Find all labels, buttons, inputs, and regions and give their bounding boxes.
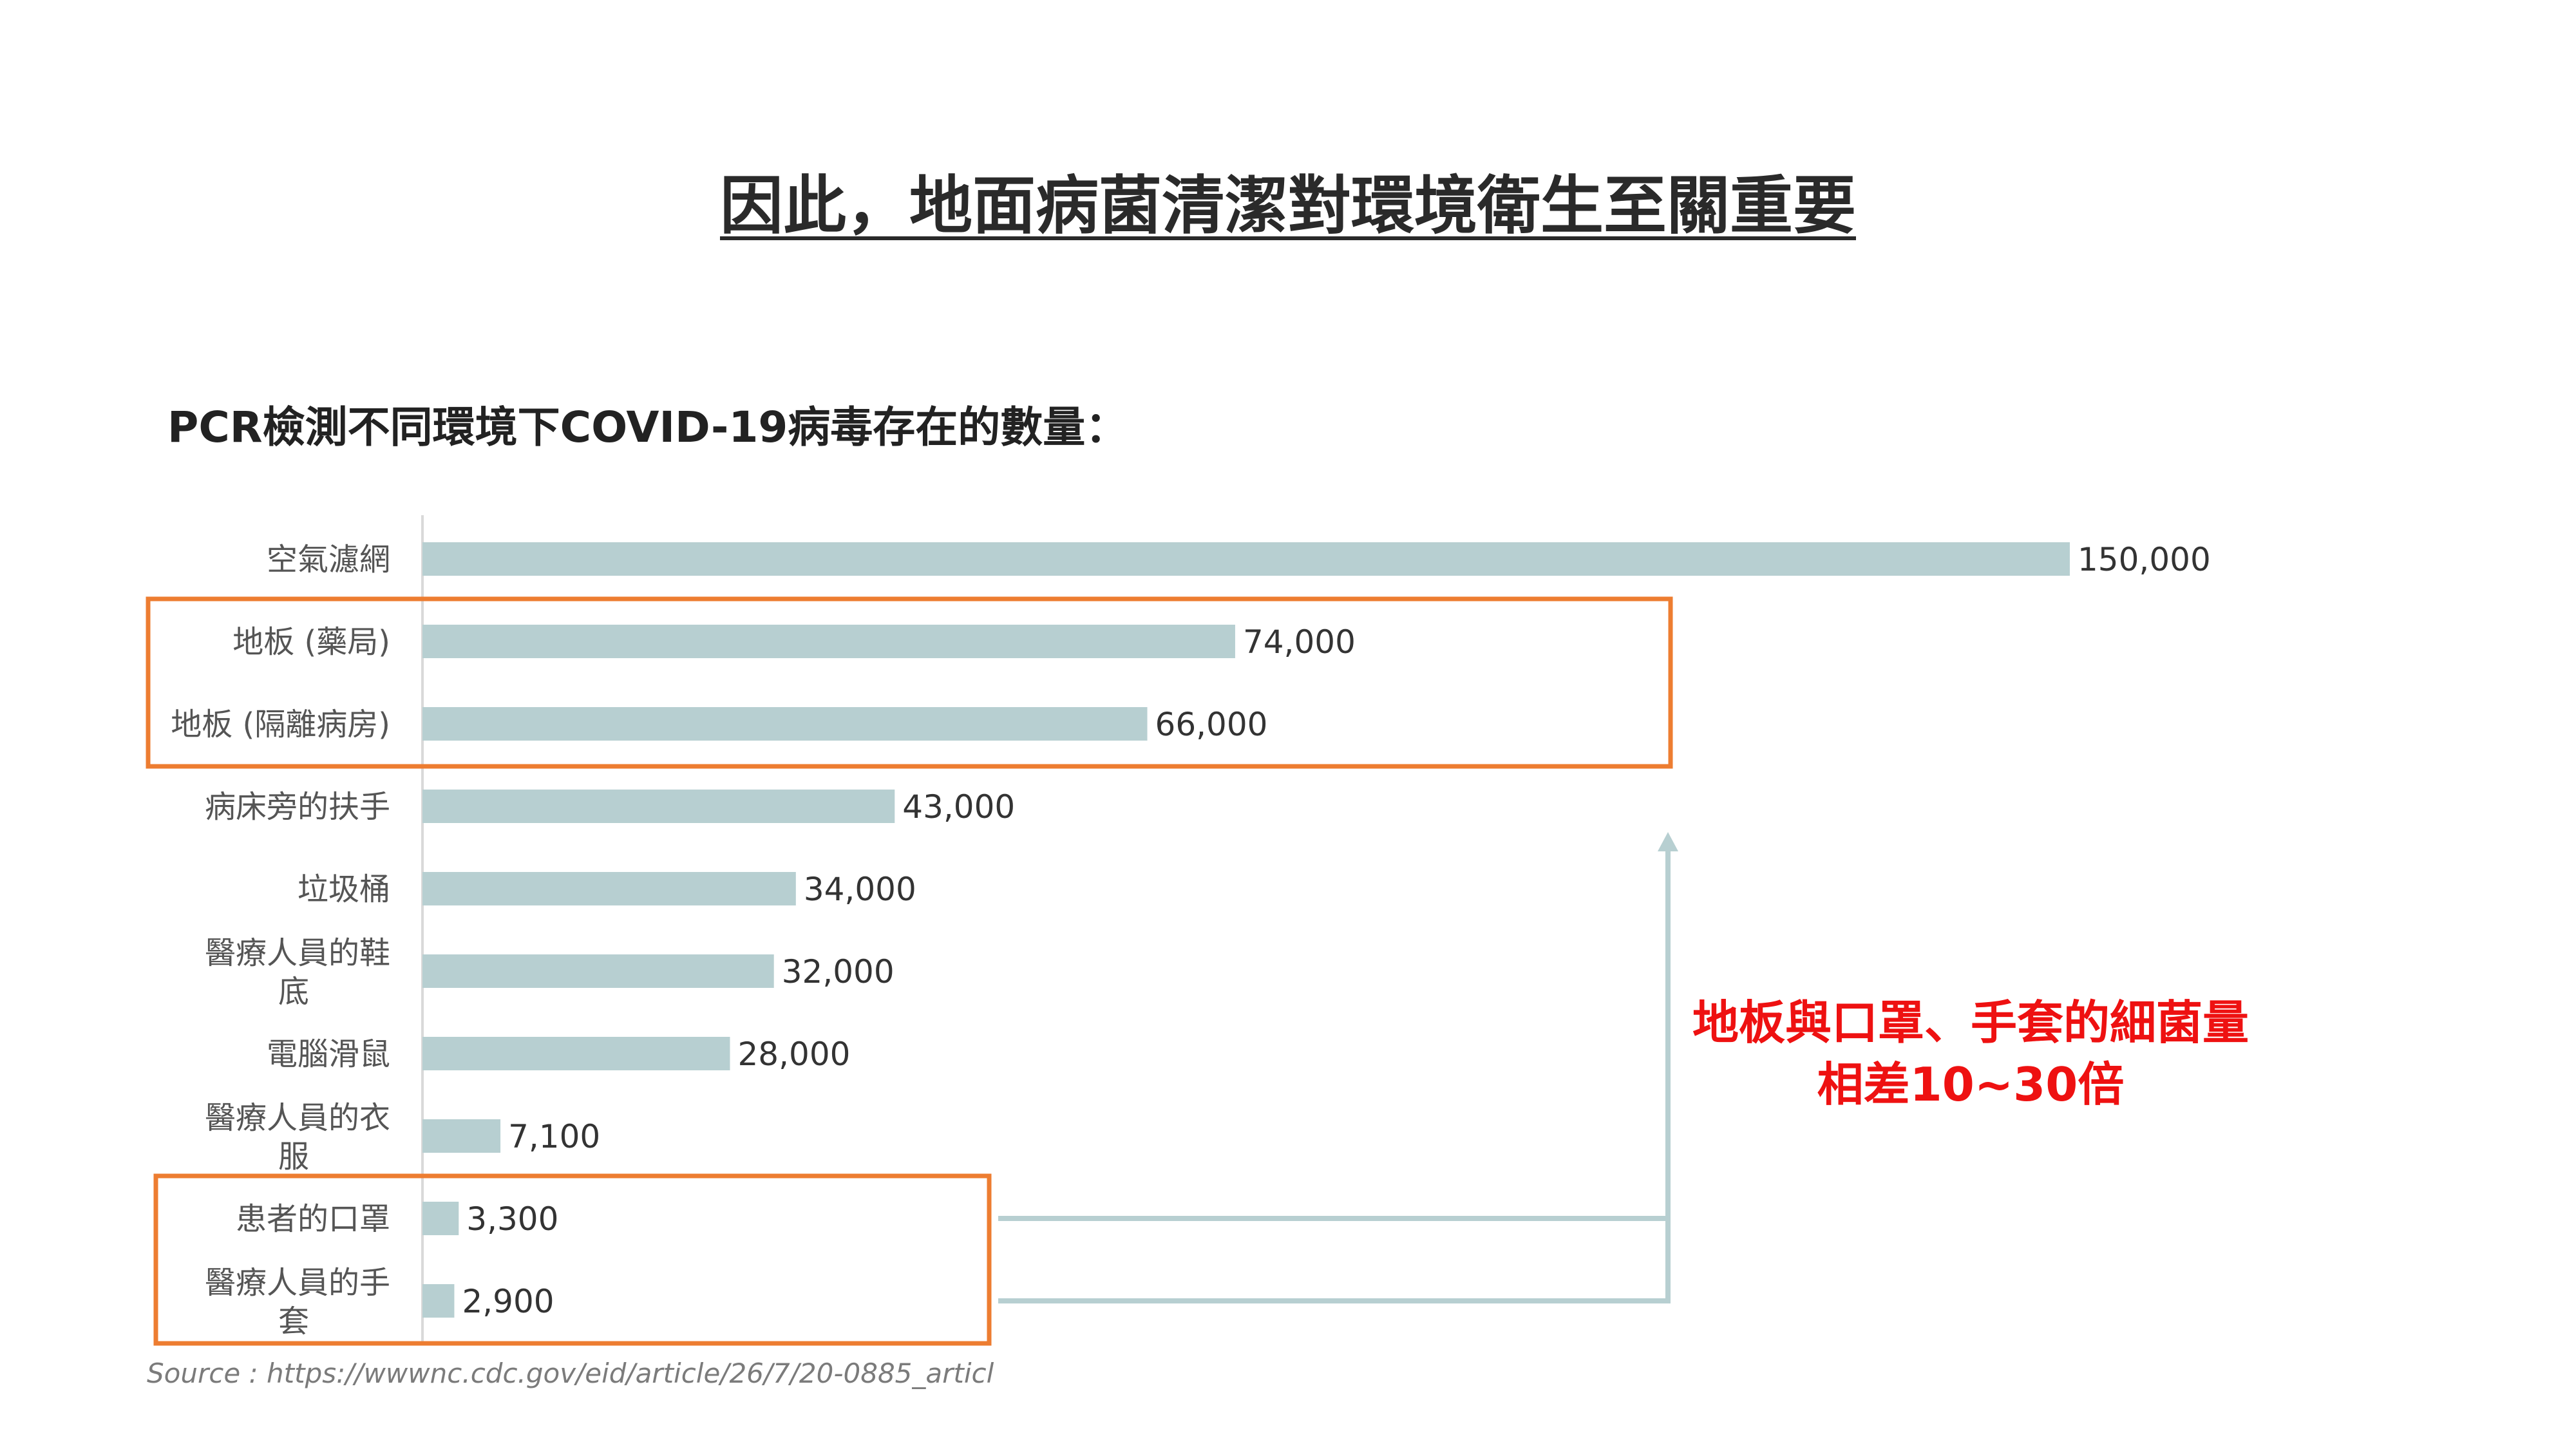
category-label: 空氣濾網	[267, 542, 390, 578]
category-label: 醫療人員的衣服	[205, 1100, 390, 1175]
category-label: 地板 (隔離病房)	[171, 706, 390, 743]
bar-value-label: 74,000	[1243, 623, 1356, 661]
category-label: 垃圾桶	[298, 871, 390, 907]
category-label: 病床旁的扶手	[205, 789, 390, 825]
bar-value-label: 32,000	[782, 953, 895, 990]
bar-value-label: 66,000	[1155, 706, 1268, 743]
source-citation: Source : https://wwwnc.cdc.gov/eid/artic…	[147, 1358, 994, 1389]
chart-heading: PCR檢測不同環境下COVID-19病毒存在的數量：	[167, 402, 1128, 452]
category-label: 電腦滑鼠	[267, 1036, 390, 1072]
category-label: 醫療人員的手套	[205, 1265, 390, 1340]
bar-value-label: 150,000	[2078, 541, 2211, 578]
bar	[422, 1119, 501, 1153]
bar-value-label: 2,900	[462, 1283, 554, 1320]
bar	[422, 1202, 459, 1235]
bar-value-label: 43,000	[902, 788, 1015, 826]
bar	[422, 1037, 730, 1070]
category-label: 醫療人員的鞋底	[205, 935, 390, 1010]
callout-text: 地板與口罩、手套的細菌量 相差10~30倍	[1649, 992, 2293, 1115]
bar	[422, 790, 895, 823]
slide-title: 因此，地面病菌清潔對環境衛生至關重要	[0, 155, 2576, 246]
highlight-box-floor	[146, 596, 1673, 769]
bar-value-label: 34,000	[804, 871, 916, 908]
callout-line-1: 地板與口罩、手套的細菌量	[1692, 996, 2249, 1050]
bar-value-label: 28,000	[737, 1036, 850, 1073]
bar	[422, 625, 1235, 658]
bar	[422, 872, 796, 905]
bar-value-label: 7,100	[508, 1118, 600, 1155]
bar	[422, 542, 2070, 576]
bar-value-label: 3,300	[466, 1200, 558, 1238]
bar	[422, 954, 774, 988]
connector-arrowhead	[1658, 832, 1678, 851]
callout-line-2: 相差10~30倍	[1817, 1057, 2125, 1112]
highlight-box-mask-gloves	[153, 1173, 992, 1346]
bar	[422, 1284, 455, 1318]
category-label: 地板 (藥局)	[232, 624, 390, 660]
slide-title-text: 因此，地面病菌清潔對環境衛生至關重要	[719, 169, 1856, 243]
category-label: 患者的口罩	[236, 1201, 390, 1237]
bar	[422, 707, 1148, 741]
